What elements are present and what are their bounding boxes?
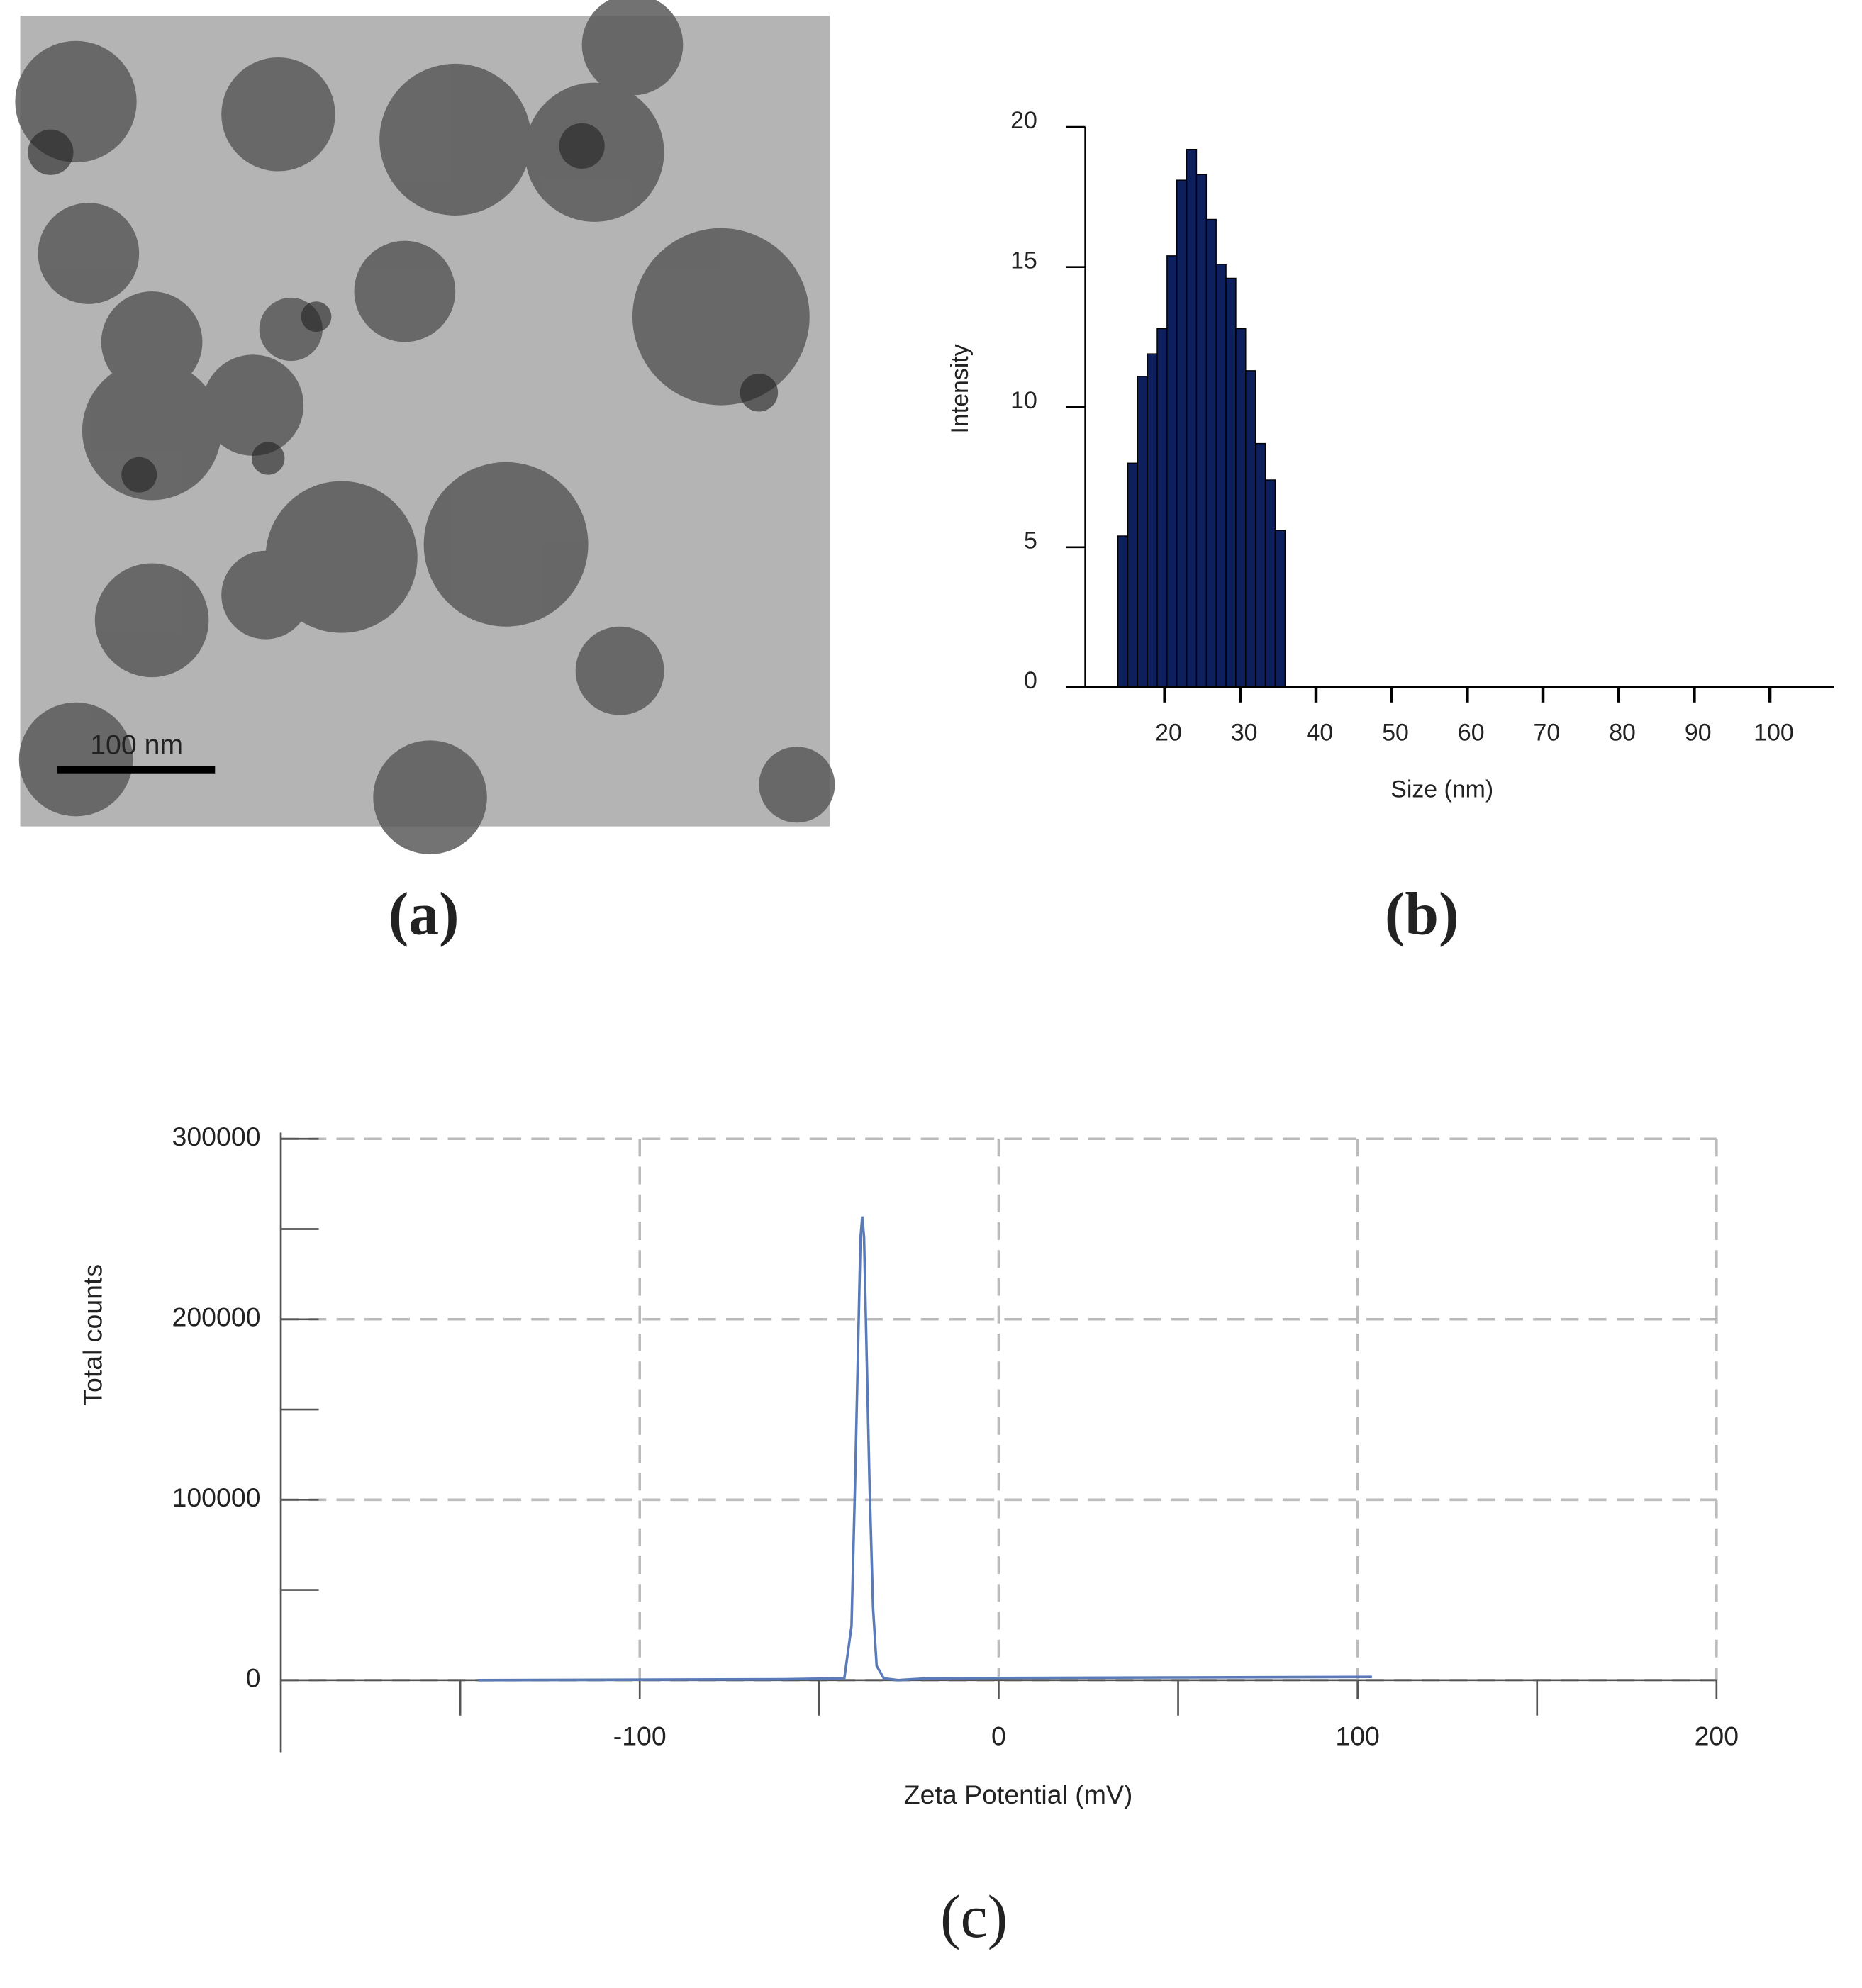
bar <box>1156 328 1168 688</box>
caption: (a) <box>389 880 459 947</box>
bar <box>1205 218 1217 688</box>
bar <box>1254 442 1266 688</box>
y-tick-label: 200000 <box>172 1302 261 1332</box>
x-axis-title: Size (nm) <box>1390 776 1493 803</box>
bar <box>1225 277 1237 688</box>
x-axis-title: Zeta Potential (mV) <box>904 1780 1133 1809</box>
bar <box>1245 370 1256 688</box>
caption: (b) <box>1385 880 1459 947</box>
histogram-chart: 0 5 10 15 20 20 30 40 50 60 70 80 90 100 Size (nm) Inte… <box>947 107 1834 947</box>
x-tick-label: 20 <box>1155 719 1182 746</box>
bar <box>1235 328 1247 688</box>
bar <box>1215 263 1227 688</box>
tem-image: 100 nm (a) <box>15 0 835 947</box>
x-tick-label: 80 <box>1609 719 1636 746</box>
caption: (c) <box>940 1883 1008 1950</box>
x-tick-label: 60 <box>1458 719 1485 746</box>
y-tick-label: 10 <box>1010 387 1037 414</box>
data-line <box>478 1216 1372 1682</box>
x-tick-label: 200 <box>1695 1721 1739 1751</box>
x-tick-label: 100 <box>1335 1721 1380 1751</box>
x-tick-label: 90 <box>1685 719 1712 746</box>
x-tick-label: 50 <box>1382 719 1409 746</box>
x-tick-label: 40 <box>1307 719 1334 746</box>
y-tick-label: 15 <box>1010 247 1037 274</box>
y-tick-label: 5 <box>1024 527 1037 554</box>
dark-particles <box>28 123 779 493</box>
scale-label: 100 nm <box>90 730 183 761</box>
bar <box>1274 530 1286 688</box>
y-tick-label: 0 <box>1024 667 1037 694</box>
bar <box>1176 179 1188 688</box>
x-tick-label: 70 <box>1534 719 1561 746</box>
particles <box>15 0 835 854</box>
bar <box>1195 174 1208 688</box>
x-tick-label: 30 <box>1231 719 1258 746</box>
bar <box>1186 148 1198 688</box>
bar <box>1147 353 1158 688</box>
bar <box>1127 462 1138 688</box>
bar <box>1264 479 1276 688</box>
y-tick-label: 20 <box>1010 107 1037 134</box>
y-axis-title: Total counts <box>78 1264 108 1406</box>
x-tick-label: 0 <box>991 1721 1006 1751</box>
bar <box>1166 255 1178 688</box>
y-tick-label: 300000 <box>172 1122 261 1151</box>
y-axis-title: Intensity <box>947 344 974 433</box>
line-chart: 0 100000 200000 300000 -100 0 100 200 Zeta Poten… <box>78 1122 1739 1950</box>
bar <box>1117 535 1129 688</box>
y-tick-label: 0 <box>246 1663 261 1693</box>
y-tick-label: 100000 <box>172 1482 261 1512</box>
x-tick-label: -100 <box>613 1721 667 1751</box>
bar <box>1137 376 1148 688</box>
x-tick-label: 100 <box>1754 719 1794 746</box>
